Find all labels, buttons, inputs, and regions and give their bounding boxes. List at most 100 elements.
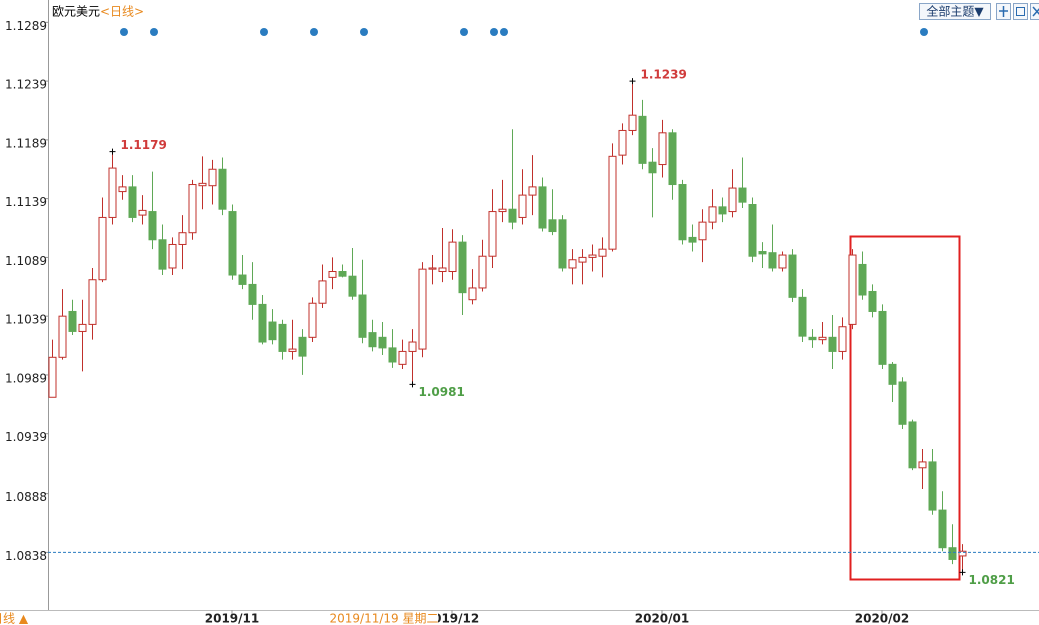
candle-body (458, 241, 467, 294)
candle-body (468, 287, 477, 301)
event-dot[interactable] (120, 28, 128, 36)
candle-body (298, 336, 307, 357)
candle-body (648, 161, 657, 174)
close-button[interactable] (1030, 3, 1039, 20)
candle-body (958, 550, 967, 557)
high-marker (629, 78, 636, 85)
candle-body (278, 323, 287, 352)
candle-body (308, 302, 317, 338)
event-dot[interactable] (490, 28, 498, 36)
y-tick-label: 1.0939 (5, 430, 47, 444)
candle-body (628, 114, 637, 131)
y-tick-label: 1.0989 (5, 371, 47, 385)
candle-body (328, 271, 337, 278)
high-marker (109, 148, 116, 155)
candle-body (268, 321, 277, 341)
theme-button-label: 全部主题▼ (926, 4, 984, 19)
expand-icon (1016, 7, 1025, 16)
candle-body (768, 252, 777, 269)
candle-body (678, 184, 687, 241)
candle-body (78, 323, 87, 332)
candle-body (238, 274, 247, 285)
candle-body (838, 326, 847, 352)
candle-body (658, 132, 667, 166)
event-dot[interactable] (260, 28, 268, 36)
y-tick-label: 1.1139 (5, 195, 47, 209)
candle-body (798, 296, 807, 337)
close-icon (1032, 6, 1039, 17)
y-tick-label: 1.1239 (5, 78, 47, 92)
candle-body (108, 167, 117, 218)
candle-body (368, 332, 377, 348)
event-dot[interactable] (500, 28, 508, 36)
candle-body (938, 509, 947, 549)
chart-title: 欧元美元 (52, 5, 100, 19)
candle-body (48, 356, 57, 398)
candle-body (928, 461, 937, 511)
candle-body (528, 186, 537, 196)
high-label: 1.1239 (641, 68, 687, 82)
low-marker (409, 381, 416, 388)
candle-body (708, 206, 717, 223)
candle-body (758, 251, 767, 255)
candle-body (248, 283, 257, 305)
candle-body (158, 239, 167, 270)
candle-body (718, 206, 727, 215)
candle-body (908, 421, 917, 469)
candle-body (198, 182, 207, 187)
candle-body (518, 194, 527, 218)
cursor-date-bg (330, 611, 438, 625)
fit-icon (999, 6, 1008, 17)
x-tick-label: 2019/12 (425, 612, 479, 625)
candle-body (868, 290, 877, 312)
candle-body (208, 168, 217, 187)
candle-body (438, 267, 447, 273)
high-label: 1.1179 (121, 138, 167, 152)
candle-body (478, 255, 487, 289)
candle-body (178, 232, 187, 245)
candle-body (738, 187, 747, 203)
candle-body (508, 208, 517, 223)
event-dot[interactable] (360, 28, 368, 36)
candle-body (348, 275, 357, 297)
period-toggle[interactable]: 日线 ▲ (0, 612, 29, 625)
candle-body (618, 129, 627, 156)
x-tick-label: 2020/01 (635, 612, 689, 625)
candle-body (728, 187, 737, 213)
candle-body (788, 254, 797, 298)
candle-body (68, 310, 77, 332)
candle-body (948, 547, 957, 560)
candle-body (168, 243, 177, 269)
candle-body (88, 279, 97, 325)
candle-body (388, 347, 397, 363)
candle-body (188, 184, 197, 234)
candle-body (378, 336, 387, 349)
candle-body (318, 280, 327, 304)
candle-body (58, 315, 67, 358)
candle-body (748, 204, 757, 257)
candle-body (698, 221, 707, 241)
candle-body (808, 336, 817, 341)
y-tick-label: 1.0888 (5, 490, 47, 504)
toolbar: 全部主题▼ (919, 3, 1039, 20)
event-dot[interactable] (920, 28, 928, 36)
y-tick-label: 1.0838 (5, 549, 47, 563)
candle-body (288, 348, 297, 352)
event-dot[interactable] (460, 28, 468, 36)
candle-body (688, 236, 697, 243)
event-dot[interactable] (150, 28, 158, 36)
theme-button[interactable] (919, 3, 991, 20)
candle-body (488, 211, 497, 257)
candle-body (888, 363, 897, 385)
candle-body (568, 259, 577, 269)
candle-body (428, 267, 437, 270)
candle-body (558, 219, 567, 269)
event-markers (120, 28, 928, 36)
x-tick-label: 2020/02 (855, 612, 909, 625)
candle-body (668, 132, 677, 186)
y-tick-label: 1.1189 (5, 136, 47, 150)
expand-button[interactable] (1013, 3, 1028, 20)
event-dot[interactable] (310, 28, 318, 36)
candle-body (228, 211, 237, 276)
